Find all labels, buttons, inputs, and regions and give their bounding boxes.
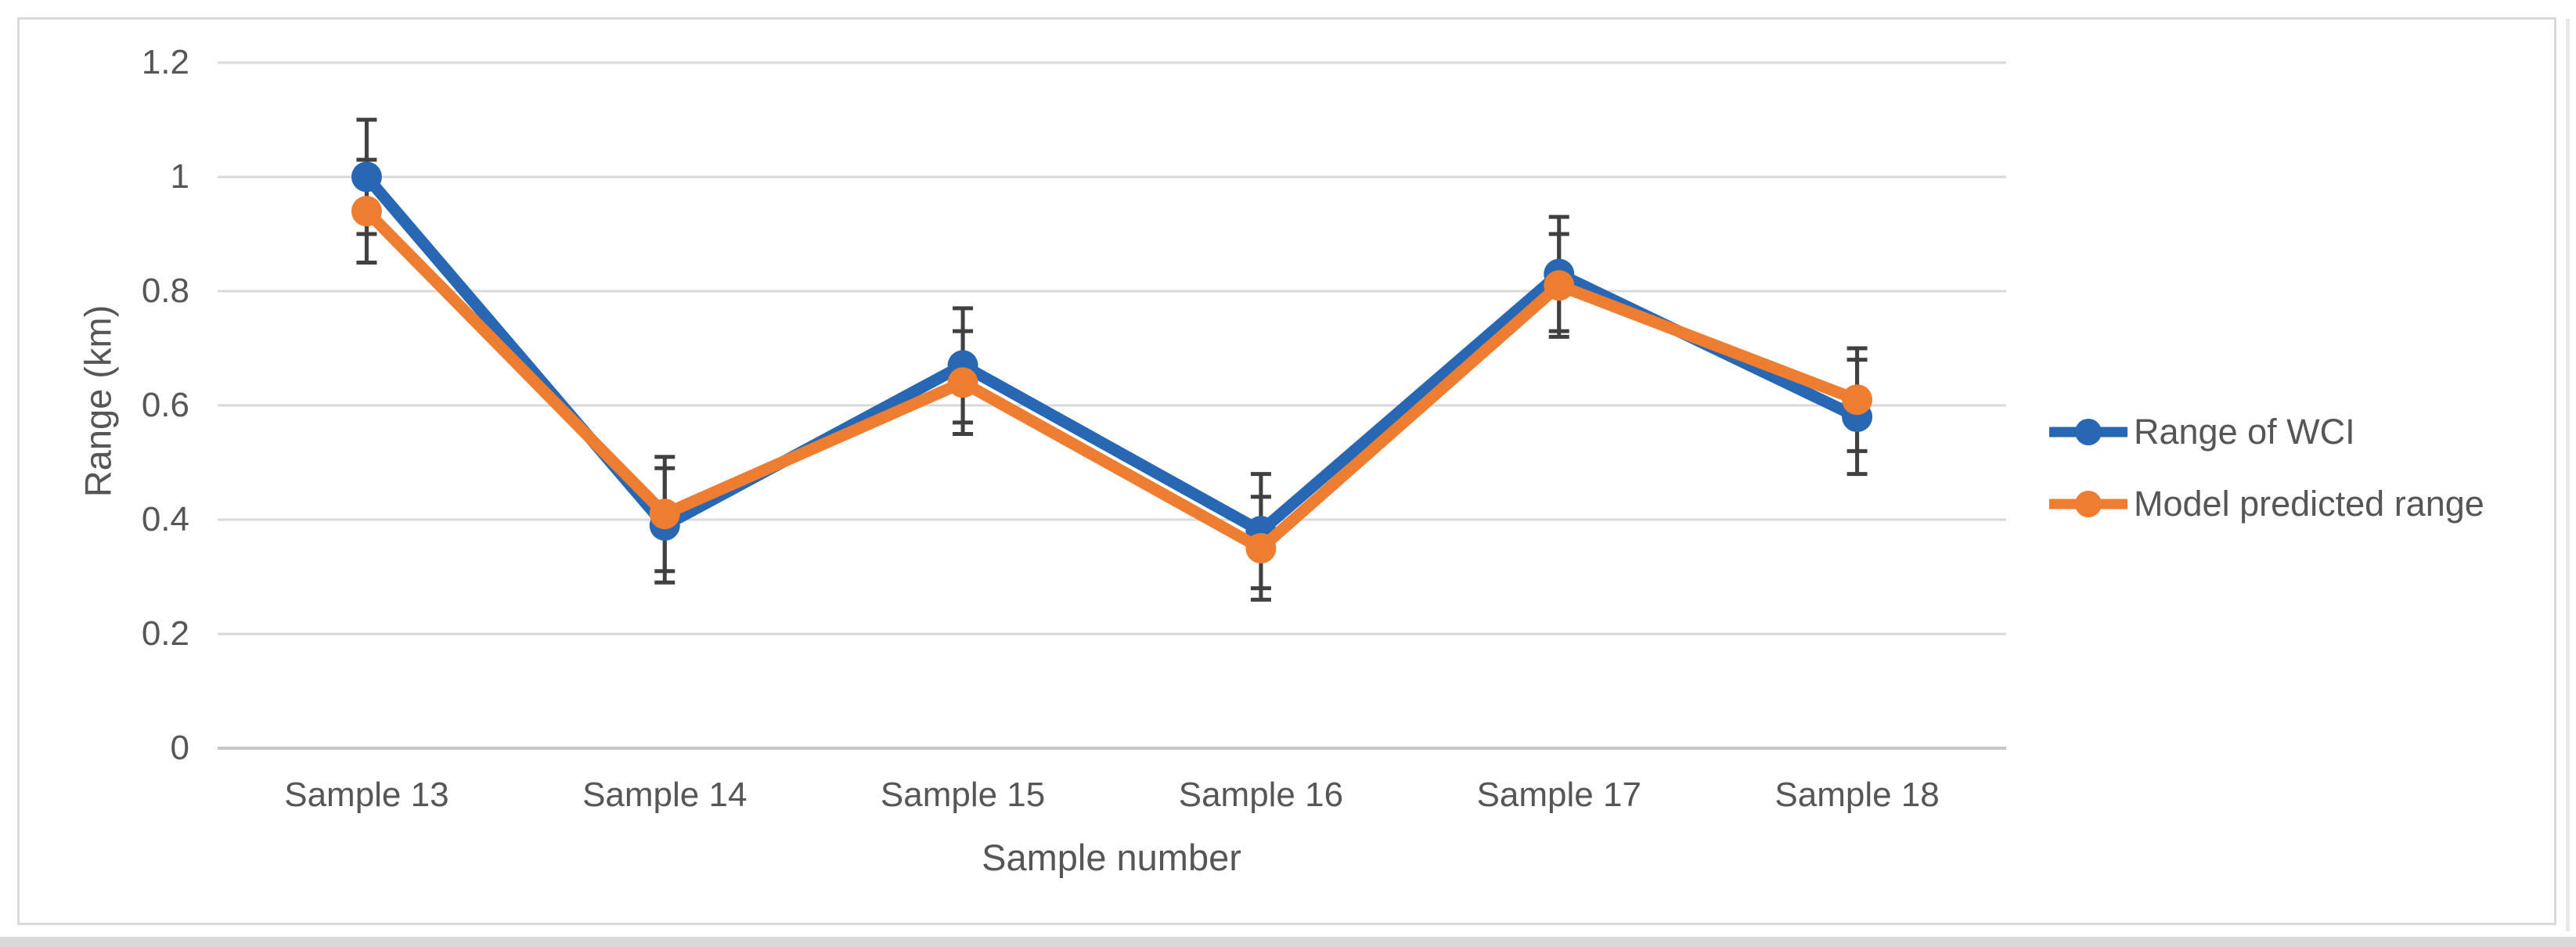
y-axis-title: Range (km) <box>77 304 119 498</box>
x-category-label: Sample 17 <box>1476 776 1641 814</box>
x-category-label: Sample 14 <box>582 776 748 814</box>
data-point-marker <box>351 196 382 227</box>
y-tick-label: 0.2 <box>141 614 189 653</box>
legend-item-model-predicted-range: Model predicted range <box>2049 481 2484 528</box>
x-category-label: Sample 15 <box>880 776 1046 814</box>
data-point-marker <box>1544 270 1575 301</box>
data-point-marker <box>649 499 680 530</box>
y-tick-label: 1.2 <box>141 43 189 81</box>
y-tick-label: 1 <box>170 157 189 196</box>
x-category-label: Sample 13 <box>284 776 449 814</box>
data-point-marker <box>1842 384 1873 416</box>
x-axis-title: Sample number <box>982 837 1241 878</box>
y-tick-label: 0.4 <box>141 500 189 538</box>
legend-item-range-of-wci: Range of WCI <box>2049 409 2484 455</box>
series-line <box>360 171 1864 538</box>
y-tick-label: 0.8 <box>141 272 189 310</box>
legend-line-marker-swatch-blue <box>2049 419 2127 445</box>
data-point-marker <box>947 367 978 398</box>
y-tick-label: 0.6 <box>141 386 189 424</box>
data-point-marker <box>351 161 382 193</box>
chart-border <box>17 17 2556 925</box>
legend-label: Model predicted range <box>2134 484 2484 524</box>
x-category-label: Sample 18 <box>1774 776 1940 814</box>
screenshot-edge-band-right <box>2566 19 2570 931</box>
data-point-marker <box>1245 533 1277 564</box>
series-line <box>360 205 1864 554</box>
x-category-label: Sample 16 <box>1178 776 1344 814</box>
legend: Range of WCI Model predicted range <box>2049 409 2484 528</box>
legend-line-marker-swatch-orange <box>2049 491 2127 517</box>
screenshot-edge-band <box>0 937 2576 947</box>
y-tick-label: 0 <box>170 729 189 767</box>
legend-label: Range of WCI <box>2134 412 2355 452</box>
